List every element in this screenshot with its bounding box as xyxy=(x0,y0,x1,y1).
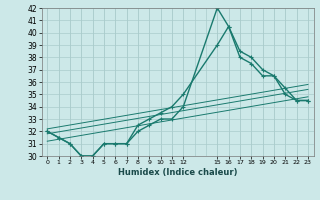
X-axis label: Humidex (Indice chaleur): Humidex (Indice chaleur) xyxy=(118,168,237,177)
